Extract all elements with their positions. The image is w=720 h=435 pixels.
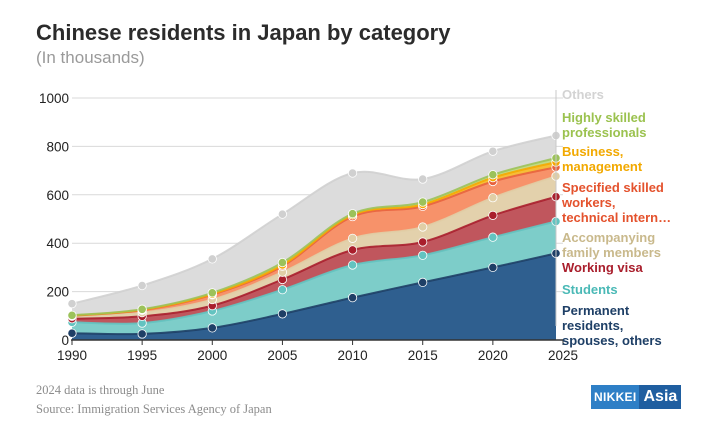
series-line-0 bbox=[71, 252, 557, 336]
data-point bbox=[137, 329, 147, 339]
data-point bbox=[137, 304, 147, 314]
data-point bbox=[488, 262, 498, 272]
logo-nikkei: NIKKEI bbox=[591, 385, 640, 409]
data-point bbox=[67, 310, 77, 320]
y-tick-label: 600 bbox=[46, 188, 69, 203]
series-label-5: Business, management bbox=[562, 144, 643, 174]
series-label-7: Others bbox=[562, 87, 604, 102]
data-point bbox=[347, 245, 358, 255]
series-label-3: Accompanying family members bbox=[562, 230, 661, 260]
data-point bbox=[67, 328, 77, 338]
data-point bbox=[207, 323, 217, 333]
series-label-0: Permanent residents, spouses, others bbox=[562, 303, 662, 348]
data-points bbox=[67, 130, 561, 339]
series-line-3 bbox=[71, 175, 557, 318]
series-label-line: family members bbox=[562, 245, 661, 260]
data-point bbox=[418, 277, 428, 288]
series-label-line: technical intern… bbox=[562, 210, 671, 225]
data-point bbox=[207, 254, 217, 264]
data-point bbox=[418, 174, 428, 184]
series-label-line: professionals bbox=[562, 125, 647, 140]
data-point bbox=[347, 209, 358, 219]
data-point bbox=[67, 299, 77, 309]
data-point bbox=[277, 309, 288, 319]
data-point bbox=[277, 209, 288, 219]
y-tick-label: 1000 bbox=[39, 91, 69, 106]
series-line-1 bbox=[71, 220, 557, 325]
series-label-6: Highly skilled professionals bbox=[562, 110, 647, 140]
x-tick-label: 2020 bbox=[478, 348, 508, 363]
source-note: Source: Immigration Services Agency of J… bbox=[36, 402, 272, 416]
area-4 bbox=[72, 167, 556, 317]
direct-labels: Permanent residents, spouses, others Studen… bbox=[555, 87, 671, 348]
data-point bbox=[418, 250, 428, 260]
series-label-line: residents, bbox=[562, 318, 623, 333]
series-line-2 bbox=[71, 195, 557, 320]
x-tick-label: 1990 bbox=[57, 348, 87, 363]
chart-title: Chinese residents in Japan by category bbox=[36, 20, 451, 45]
series-label-line: Students bbox=[562, 282, 618, 297]
series-label-line: Business, bbox=[562, 144, 623, 159]
data-point bbox=[488, 146, 498, 156]
y-tick-label: 0 bbox=[61, 333, 69, 348]
series-label-line: Accompanying bbox=[562, 230, 655, 245]
axes: 0 200 400 600 800 1000 1990 1995 2000 2005 2010 201… bbox=[39, 91, 578, 363]
data-point bbox=[347, 168, 358, 178]
x-tick-label: 2000 bbox=[197, 348, 227, 363]
data-point bbox=[488, 232, 498, 242]
y-tick-label: 200 bbox=[46, 285, 69, 300]
area-7 bbox=[72, 135, 556, 316]
data-point bbox=[488, 170, 498, 180]
x-tick-label: 2005 bbox=[267, 348, 297, 363]
series-label-line: workers, bbox=[561, 195, 615, 210]
series-label-line: management bbox=[562, 159, 643, 174]
y-tick-label: 800 bbox=[46, 139, 69, 154]
data-point bbox=[488, 210, 498, 220]
x-tick-label: 2010 bbox=[338, 348, 368, 363]
series-boundaries bbox=[71, 134, 557, 336]
series-label-line: Specified skilled bbox=[562, 180, 664, 195]
data-point bbox=[277, 285, 288, 295]
series-label-4: Specified skilled workers, technical inter… bbox=[561, 180, 671, 225]
x-tick-label: 1995 bbox=[127, 348, 157, 363]
series-line-6 bbox=[71, 157, 557, 317]
series-label-1: Students bbox=[562, 282, 618, 297]
series-label-line: Working visa bbox=[562, 260, 643, 275]
series-line-7 bbox=[71, 134, 557, 305]
series-label-line: Others bbox=[562, 87, 604, 102]
series-label-line: Permanent bbox=[562, 303, 630, 318]
data-point bbox=[137, 280, 147, 291]
logo-asia: Asia bbox=[639, 385, 682, 409]
data-point bbox=[347, 260, 358, 270]
data-point bbox=[488, 193, 498, 203]
x-tick-label: 2015 bbox=[408, 348, 438, 363]
data-point bbox=[347, 233, 358, 243]
data-point bbox=[347, 293, 358, 303]
data-point bbox=[418, 222, 428, 232]
data-point bbox=[277, 257, 288, 268]
series-label-line: spouses, others bbox=[562, 333, 662, 348]
series-label-line: Highly skilled bbox=[562, 110, 646, 125]
area-0 bbox=[72, 253, 556, 340]
nikkei-asia-logo: NIKKEI Asia bbox=[591, 385, 682, 409]
data-point bbox=[418, 197, 428, 207]
data-note: 2024 data is through June bbox=[36, 383, 165, 397]
x-tick-label: 2025 bbox=[548, 348, 578, 363]
y-tick-label: 400 bbox=[46, 236, 69, 251]
data-point bbox=[418, 237, 428, 247]
chart-subtitle: (In thousands) bbox=[36, 48, 145, 67]
data-point bbox=[207, 288, 217, 298]
series-label-2: Working visa bbox=[562, 260, 643, 275]
